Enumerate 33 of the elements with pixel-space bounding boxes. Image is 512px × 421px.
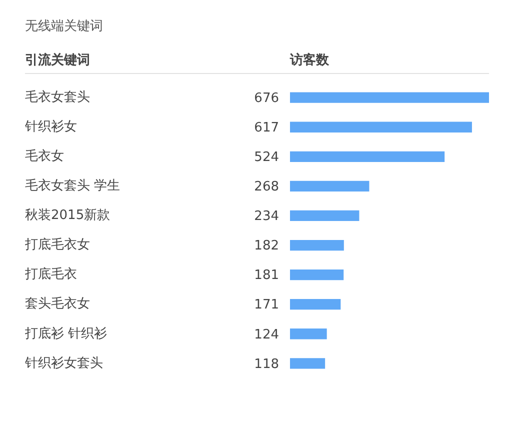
- y-tick-label: 打底毛衣女: [24, 238, 90, 253]
- y-tick-label: 毛衣女套头: [25, 90, 90, 105]
- data-label: 124: [254, 327, 279, 342]
- y-tick-label: 毛衣女: [25, 149, 64, 164]
- bar: [290, 299, 341, 310]
- y-tick-label: 套头毛衣女: [25, 296, 90, 312]
- bar: [290, 180, 370, 192]
- y-tick-label: 秋装2015新款: [25, 208, 110, 224]
- y-tick-label: 针织衫女: [24, 119, 77, 134]
- bar: [290, 328, 327, 340]
- x-axis-title: 访客数: [290, 52, 329, 69]
- y-tick-label: 毛衣女套头 学生: [25, 178, 120, 194]
- y-axis-title: 引流关键词: [25, 52, 90, 69]
- bar: [290, 122, 472, 132]
- data-label: 234: [254, 209, 279, 224]
- data-label: 171: [254, 298, 279, 313]
- data-label: 182: [254, 238, 279, 254]
- data-label: 181: [254, 268, 279, 284]
- text: 无线端关键词: [25, 18, 103, 35]
- bar: [290, 240, 344, 251]
- data-label: 617: [254, 120, 279, 136]
- data-label: 268: [254, 180, 279, 195]
- y-tick-label: 打底毛衣: [24, 267, 77, 282]
- data-label: 118: [254, 356, 279, 372]
- data-label: 524: [254, 150, 279, 166]
- data-label: 676: [254, 90, 279, 106]
- y-tick-label: 打底衫 针织衫: [24, 326, 108, 342]
- bar: [290, 269, 344, 280]
- bar: [290, 92, 489, 103]
- bar: [290, 151, 445, 162]
- bar: [290, 210, 360, 222]
- bar: [290, 358, 326, 369]
- y-tick-label: 针织衫女套头: [24, 356, 103, 371]
